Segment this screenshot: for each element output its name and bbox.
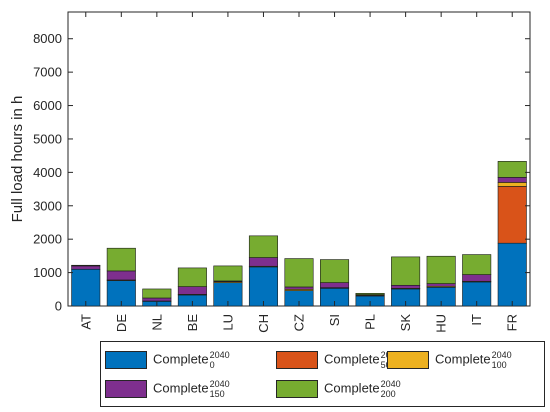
legend-label-superscript: 2040 — [209, 350, 230, 360]
bar-SK-series-3 — [391, 284, 421, 289]
legend-label-subscript: 150 — [209, 389, 225, 399]
legend-swatch — [276, 351, 318, 369]
legend-item: Complete204050 — [276, 349, 401, 371]
legend-label-subscript: 200 — [380, 389, 396, 399]
legend: Complete20400Complete204050Complete20401… — [100, 341, 545, 407]
bar-AT-series-0 — [71, 268, 101, 307]
bar-IT-series-4 — [462, 254, 492, 275]
y-tick-label: 0 — [55, 299, 62, 314]
bar-AT-series-4 — [71, 264, 101, 267]
legend-label-superscript: 2040 — [491, 350, 512, 360]
bar-SI-series-3 — [320, 282, 350, 288]
x-tick-label: NL — [149, 314, 164, 331]
bar-FR-series-0 — [497, 242, 527, 307]
x-axis-ticks: AT DE NL BE LU CH CZ SI PL SK HU IT FR — [78, 12, 520, 333]
bar-FR-series-2 — [497, 182, 527, 187]
x-tick-label: HU — [434, 314, 449, 333]
y-tick-label: 7000 — [33, 65, 62, 80]
legend-label-subscript: 50 — [380, 360, 391, 370]
y-tick-label: 3000 — [33, 198, 62, 213]
legend-swatch — [276, 380, 318, 398]
bar-CZ-series-4 — [284, 258, 314, 288]
bar-LU-series-4 — [213, 265, 243, 282]
x-tick-label: DE — [114, 314, 129, 332]
legend-label: Complete — [153, 351, 209, 367]
bar-DE-series-3 — [106, 270, 136, 281]
legend-label: Complete — [324, 351, 380, 367]
bar-HU-series-4 — [426, 255, 456, 284]
y-tick-label: 1000 — [33, 265, 62, 280]
y-axis-ticks: 0 1000 2000 3000 4000 5000 6000 7000 8000 — [33, 31, 530, 314]
x-tick-label: CZ — [292, 314, 307, 331]
bar-DE-series-4 — [106, 247, 136, 272]
bar-HU-series-3 — [426, 283, 456, 287]
x-tick-label: SK — [398, 314, 413, 332]
legend-item: Complete 2040 0 — [105, 349, 230, 371]
bar-FR-series-1 — [497, 186, 527, 244]
bar-FR-series-3 — [497, 177, 527, 183]
legend-label: Complete — [153, 380, 209, 396]
bar-AT-series-3 — [71, 265, 101, 270]
legend-label-subscript: 0 — [209, 360, 215, 370]
x-tick-label: AT — [78, 314, 93, 330]
bar-FR-series-4 — [497, 161, 527, 178]
y-tick-label: 2000 — [33, 232, 62, 247]
bar-CH-series-0 — [248, 266, 278, 307]
legend-swatch — [387, 351, 429, 369]
bar-IT-series-3 — [462, 274, 492, 282]
legend-label-superscript: 2040 — [209, 379, 230, 389]
legend-label: Complete — [435, 351, 491, 367]
x-tick-label: IT — [469, 314, 484, 326]
y-tick-label: 6000 — [33, 98, 62, 113]
x-tick-label: BE — [185, 314, 200, 332]
bar-NL-series-4 — [142, 288, 172, 299]
x-tick-label: FR — [505, 314, 520, 331]
legend-label-subscript: 100 — [491, 360, 507, 370]
legend-swatch — [105, 351, 147, 369]
x-tick-label: PL — [363, 314, 378, 330]
bar-CH-series-3 — [248, 257, 278, 267]
y-tick-label: 5000 — [33, 131, 62, 146]
bar-CZ-series-3 — [284, 286, 314, 290]
y-tick-label: 4000 — [33, 165, 62, 180]
legend-item: Complete 2040 100 — [387, 349, 512, 371]
x-tick-label: LU — [220, 314, 235, 331]
x-tick-label: CH — [256, 314, 271, 333]
y-axis-label: Full load hours in h — [9, 96, 26, 223]
bar-SK-series-4 — [391, 256, 421, 286]
legend-label: Complete — [324, 380, 380, 396]
bar-SI-series-4 — [320, 259, 350, 283]
stacked-bar-chart: 0 1000 2000 3000 4000 5000 6000 7000 8000 AT DE NL… — [9, 11, 531, 333]
legend-item: Complete 2040 200 — [276, 378, 401, 400]
bar-PL-series-4 — [355, 293, 385, 295]
y-tick-label: 8000 — [33, 31, 62, 46]
bar-BE-series-3 — [177, 286, 207, 295]
legend-swatch — [105, 380, 147, 398]
legend-label-superscript: 2040 — [380, 379, 401, 389]
bar-NL-series-3 — [142, 297, 172, 302]
x-tick-label: SI — [327, 314, 342, 326]
bar-BE-series-4 — [177, 267, 207, 287]
legend-item: Complete 2040 150 — [105, 378, 230, 400]
bar-CH-series-4 — [248, 235, 278, 258]
